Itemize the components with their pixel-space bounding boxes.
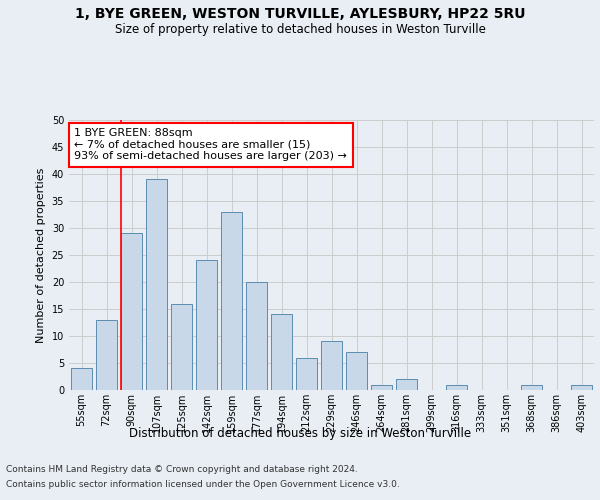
Bar xyxy=(371,384,392,390)
Bar xyxy=(396,379,417,390)
Text: 1 BYE GREEN: 88sqm
← 7% of detached houses are smaller (15)
93% of semi-detached: 1 BYE GREEN: 88sqm ← 7% of detached hous… xyxy=(74,128,347,162)
Bar xyxy=(71,368,92,390)
Bar xyxy=(346,352,367,390)
Text: 1, BYE GREEN, WESTON TURVILLE, AYLESBURY, HP22 5RU: 1, BYE GREEN, WESTON TURVILLE, AYLESBURY… xyxy=(75,8,525,22)
Bar xyxy=(571,384,592,390)
Text: Contains HM Land Registry data © Crown copyright and database right 2024.: Contains HM Land Registry data © Crown c… xyxy=(6,465,358,474)
Bar xyxy=(146,180,167,390)
Bar xyxy=(296,358,317,390)
Bar xyxy=(171,304,192,390)
Text: Distribution of detached houses by size in Weston Turville: Distribution of detached houses by size … xyxy=(129,428,471,440)
Text: Contains public sector information licensed under the Open Government Licence v3: Contains public sector information licen… xyxy=(6,480,400,489)
Bar xyxy=(221,212,242,390)
Bar xyxy=(321,342,342,390)
Y-axis label: Number of detached properties: Number of detached properties xyxy=(36,168,46,342)
Text: Size of property relative to detached houses in Weston Turville: Size of property relative to detached ho… xyxy=(115,22,485,36)
Bar xyxy=(446,384,467,390)
Bar xyxy=(246,282,267,390)
Bar xyxy=(96,320,117,390)
Bar xyxy=(271,314,292,390)
Bar xyxy=(196,260,217,390)
Bar xyxy=(121,234,142,390)
Bar xyxy=(521,384,542,390)
